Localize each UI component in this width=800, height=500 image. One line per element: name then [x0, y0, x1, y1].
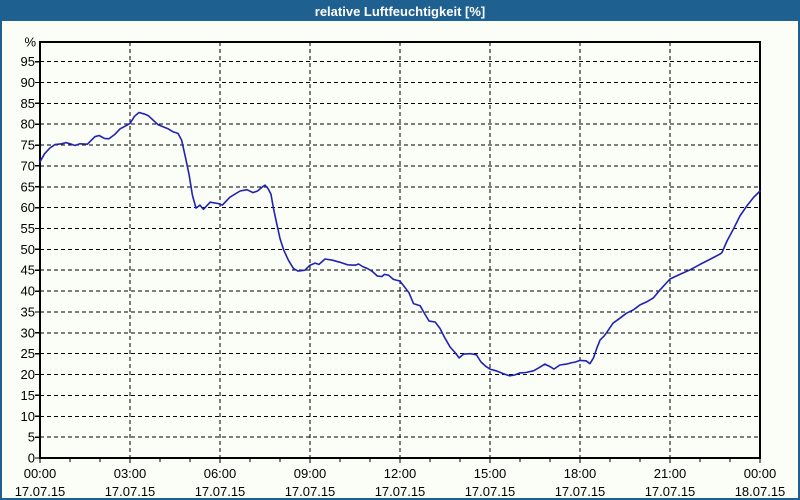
y-tick-label: 80 — [21, 117, 35, 132]
y-tick-label: 5 — [28, 430, 35, 445]
y-tick-label: 10 — [21, 409, 35, 424]
x-tick-time-label: 21:00 — [654, 466, 687, 481]
x-tick-time-label: 09:00 — [294, 466, 327, 481]
title-bar: relative Luftfeuchtigkeit [%] — [2, 2, 798, 21]
y-tick-label: 85 — [21, 96, 35, 111]
x-tick-time-label: 15:00 — [474, 466, 507, 481]
y-tick-label: 50 — [21, 242, 35, 257]
x-tick-time-label: 06:00 — [204, 466, 237, 481]
y-axis-labels: 0 5 10 15 20 25 30 35 40 45 50 55 60 65 70 75 80 85 90 95% — [21, 35, 37, 466]
x-tick-date-label: 18.07.15 — [735, 484, 786, 499]
humidity-series-line — [39, 111, 761, 377]
x-tick-date-label: 17.07.15 — [285, 484, 336, 499]
gridlines — [40, 42, 760, 458]
x-tick-date-label: 17.07.15 — [645, 484, 696, 499]
y-axis-unit-label: % — [24, 35, 36, 50]
y-tick-label: 70 — [21, 158, 35, 173]
y-tick-label: 75 — [21, 138, 35, 153]
y-tick-label: 60 — [21, 200, 35, 215]
x-tick-date-label: 17.07.15 — [465, 484, 516, 499]
x-tick-time-label: 03:00 — [114, 466, 147, 481]
y-tick-label: 65 — [21, 179, 35, 194]
y-tick-label: 30 — [21, 325, 35, 340]
y-tick-label: 15 — [21, 388, 35, 403]
x-tick-date-label: 17.07.15 — [555, 484, 606, 499]
y-tick-label: 40 — [21, 284, 35, 299]
x-tick-time-label: 00:00 — [24, 466, 57, 481]
y-tick-label: 20 — [21, 367, 35, 382]
y-tick-label: 25 — [21, 346, 35, 361]
x-tick-date-label: 17.07.15 — [15, 484, 66, 499]
x-tick-time-label: 12:00 — [384, 466, 417, 481]
x-tick-time-label: 00:00 — [744, 466, 777, 481]
x-axis-labels: 00:00 17.07.15 03:00 17.07.15 06:00 17.07.15 0… — [15, 466, 786, 499]
y-tick-label: 0 — [28, 451, 35, 466]
chart-title: relative Luftfeuchtigkeit [%] — [314, 4, 486, 19]
y-tick-label: 55 — [21, 221, 35, 236]
x-tick-time-label: 18:00 — [564, 466, 597, 481]
tick-marks — [35, 60, 761, 463]
y-tick-label: 90 — [21, 75, 35, 90]
y-tick-label: 95 — [21, 54, 35, 69]
x-tick-date-label: 17.07.15 — [105, 484, 156, 499]
y-tick-label: 35 — [21, 304, 35, 319]
y-tick-label: 45 — [21, 263, 35, 278]
x-tick-date-label: 17.07.15 — [375, 484, 426, 499]
x-tick-date-label: 17.07.15 — [195, 484, 246, 499]
